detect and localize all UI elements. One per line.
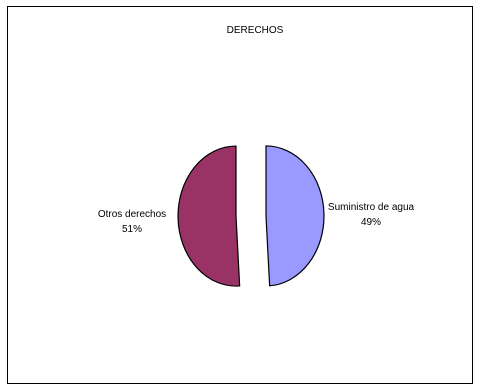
slice-value-label: 51% (122, 224, 142, 235)
chart-title: DERECHOS (227, 25, 284, 36)
pie-slice-otros-derechos (177, 145, 241, 287)
slice-labels: Suministro de agua 49% Otros derechos 51% (98, 202, 415, 235)
slice-label: Otros derechos (98, 209, 166, 220)
pie-slices (177, 145, 325, 287)
chart-frame (7, 6, 473, 384)
slice-value-label: 49% (361, 217, 381, 228)
slice-label: Suministro de agua (328, 202, 415, 213)
pie-slice-suministro-de-agua (265, 145, 325, 287)
